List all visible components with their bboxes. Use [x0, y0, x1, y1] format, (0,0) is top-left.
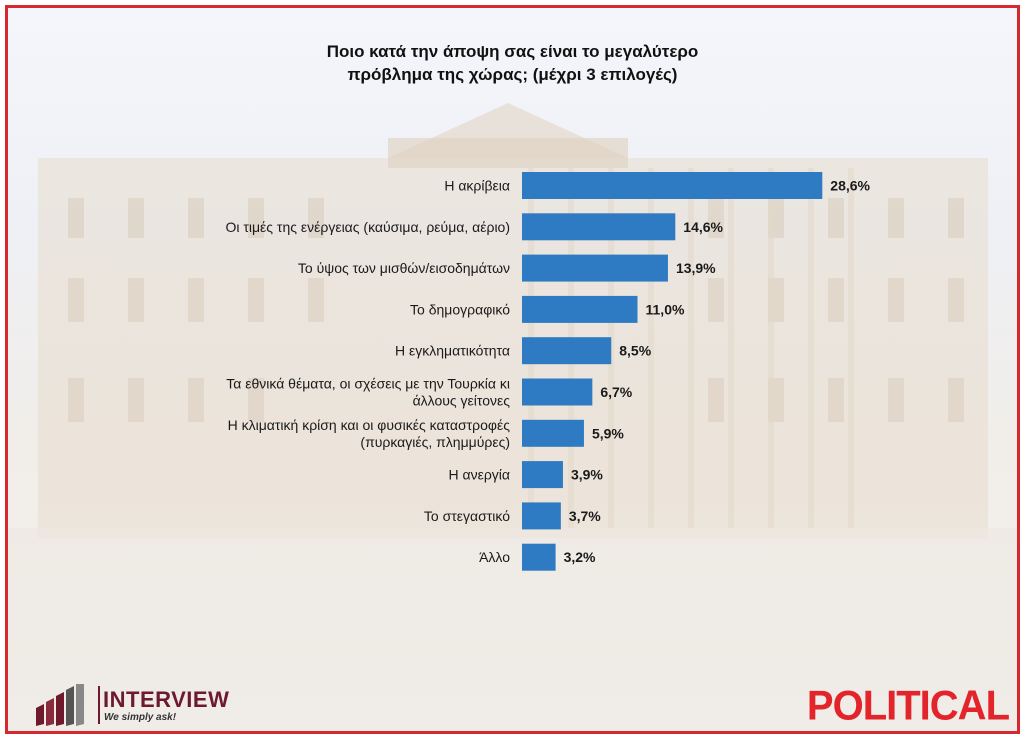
category-label-0: Η ακρίβεια [444, 178, 510, 194]
category-label-7: Η ανεργία [448, 467, 510, 483]
interview-logo-icon [36, 684, 84, 726]
bar-5 [522, 378, 593, 406]
bar-9 [522, 543, 556, 571]
bar-8 [522, 502, 561, 530]
chart-title: Ποιο κατά την άποψη σας είναι το μεγαλύτ… [8, 40, 1017, 86]
bar-chart: 28,6% Η ακρίβεια 14,6% Οι τιμές της ενέργει… [225, 172, 871, 571]
category-label-5-line-1: άλλους γείτονες [413, 393, 511, 409]
bar-6 [522, 419, 584, 447]
value-label-2: 13,9% [676, 260, 716, 276]
category-label-8: Το στεγαστικό [424, 508, 510, 524]
category-label-1: Οι τιμές της ενέργειας (καύσιμα, ρεύμα, … [225, 219, 510, 235]
category-label-3: Το δημογραφικό [410, 301, 510, 317]
value-label-9: 3,2% [564, 549, 596, 565]
category-label-5-line-0: Τα εθνικά θέματα, οι σχέσεις με την Τουρ… [226, 376, 510, 392]
value-label-1: 14,6% [683, 219, 723, 235]
category-label-9: Άλλο [479, 549, 510, 565]
category-label-6-line-1: (πυρκαγιές, πλημμύρες) [360, 434, 510, 450]
value-label-7: 3,9% [571, 467, 603, 483]
bar-0 [522, 172, 823, 199]
bar-3 [522, 295, 638, 323]
brand-tagline: We simply ask! [104, 712, 177, 723]
category-label-2: Το ύψος των μισθών/εισοδημάτων [298, 260, 510, 276]
chart-frame: Ποιο κατά την άποψη σας είναι το μεγαλύτ… [5, 5, 1020, 734]
bar-1 [522, 213, 676, 241]
chart-title-line-1: Ποιο κατά την άποψη σας είναι το μεγαλύτ… [326, 42, 699, 61]
value-label-6: 5,9% [592, 425, 624, 441]
category-label-4: Η εγκληματικότητα [395, 343, 510, 359]
value-label-3: 11,0% [646, 301, 685, 317]
bar-2 [522, 254, 668, 282]
value-label-5: 6,7% [600, 384, 632, 400]
brand-name: INTERVIEW [103, 687, 230, 712]
value-label-0: 28,6% [830, 178, 870, 194]
category-label-6-line-0: Η κλιματική κρίση και οι φυσικές καταστρ… [228, 417, 511, 433]
value-label-8: 3,7% [569, 508, 601, 524]
value-label-4: 8,5% [619, 343, 651, 359]
brand-separator [98, 686, 100, 724]
bar-7 [522, 461, 563, 489]
chart-title-line-2: πρόβλημα της χώρας; (μέχρι 3 επιλογές) [347, 65, 678, 84]
political-logo: POLITICAL [806, 682, 1010, 730]
interview-brand: INTERVIEW We simply ask! [36, 684, 296, 731]
bar-4 [522, 337, 612, 365]
parliament-background [8, 103, 1017, 731]
